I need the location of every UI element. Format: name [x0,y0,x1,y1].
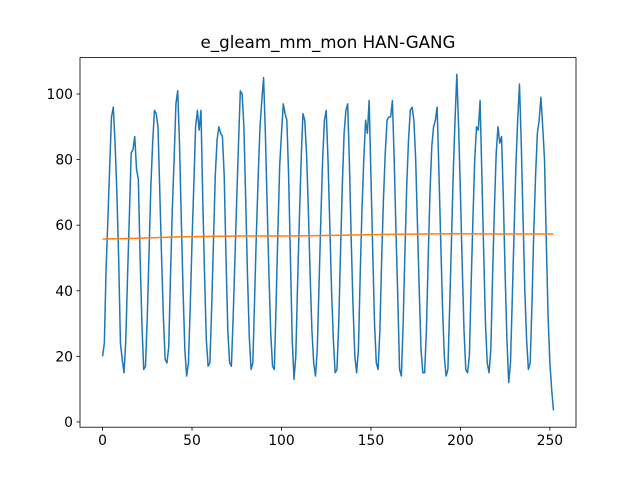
data-line [101,73,555,411]
data-line [102,232,554,240]
x-tick-label: 100 [268,433,295,449]
x-tick-label: 200 [447,433,474,449]
x-tick-label: 250 [537,433,564,449]
plot-frame [79,57,577,428]
x-tick-label: 0 [98,433,107,449]
y-tick-label: 20 [55,349,73,365]
y-tick-label: 60 [55,218,73,234]
y-tick-label: 0 [64,415,73,431]
chart-title: e_gleam_mm_mon HAN-GANG [201,32,456,53]
y-tick-label: 100 [46,87,73,103]
x-tick-label: 50 [183,433,201,449]
x-tick-label: 150 [358,433,385,449]
y-tick-label: 80 [55,153,73,169]
y-tick-label: 40 [55,284,73,300]
